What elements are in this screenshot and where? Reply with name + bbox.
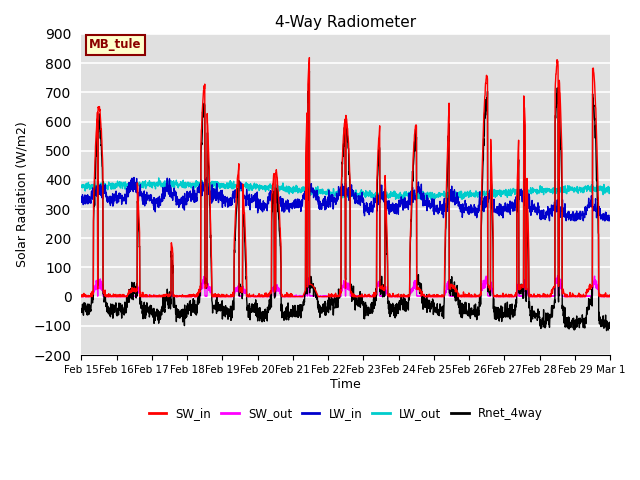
Legend: SW_in, SW_out, LW_in, LW_out, Rnet_4way: SW_in, SW_out, LW_in, LW_out, Rnet_4way — [144, 403, 548, 425]
X-axis label: Time: Time — [330, 377, 361, 391]
Y-axis label: Solar Radiation (W/m2): Solar Radiation (W/m2) — [15, 121, 28, 267]
Title: 4-Way Radiometer: 4-Way Radiometer — [275, 15, 417, 30]
Text: MB_tule: MB_tule — [89, 38, 141, 51]
